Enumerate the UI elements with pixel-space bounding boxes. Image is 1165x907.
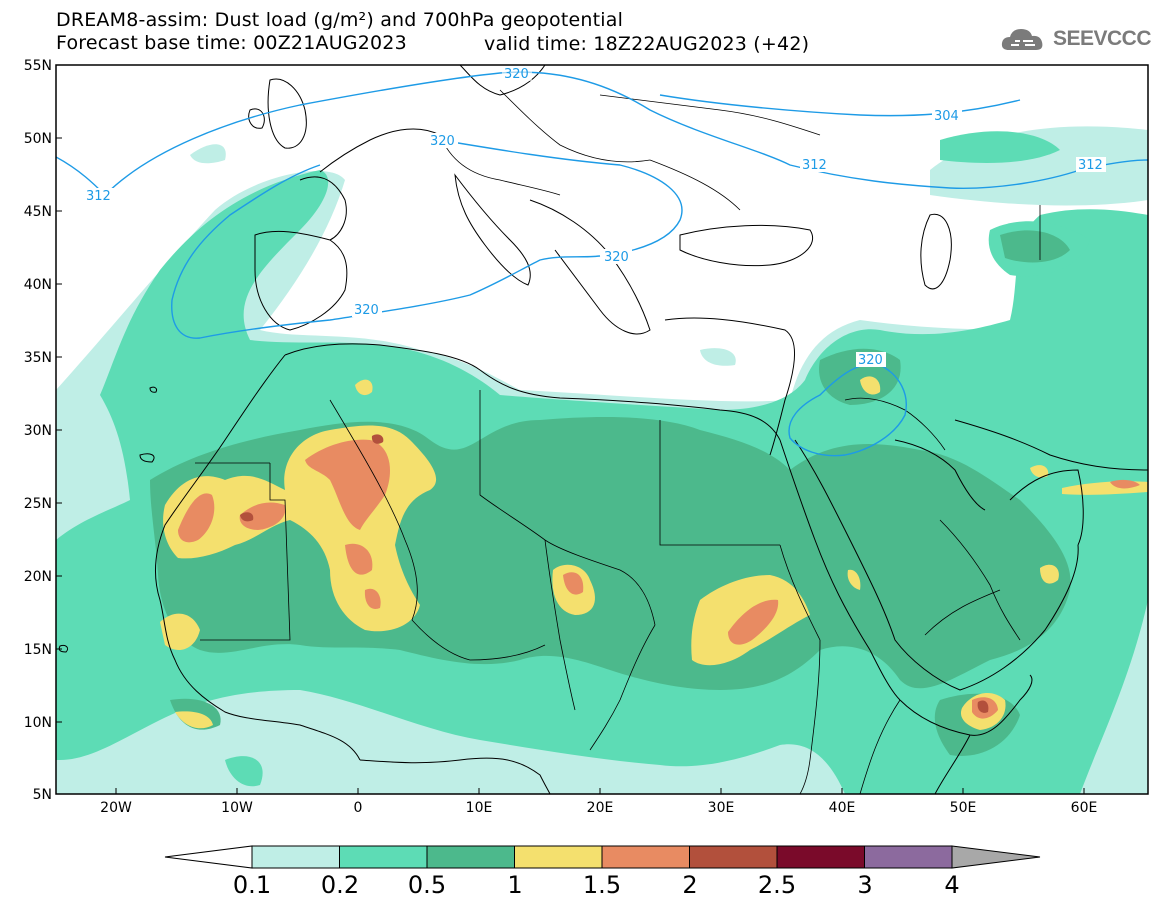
colorbar-high-arrow [951,845,1041,869]
latitude-labels: 55N 50N 45N 40N 35N 30N 25N 20N 15N 10N … [24,58,52,803]
lat-label: 15N [24,642,52,658]
contour-label: 312 [802,158,827,173]
colorbar-label: 1.5 [582,871,622,899]
colorbar-label: 1 [507,871,523,899]
lon-label: 40E [829,800,856,816]
seevccc-logo: SEEVCCC [999,24,1152,54]
coastlines [58,65,1148,794]
contour-label: 320 [858,353,883,368]
lat-label: 25N [24,496,52,512]
geopotential-contours [56,71,1148,457]
cloud-icon [1001,29,1043,50]
contour-label: 320 [504,67,529,82]
contour-label: 312 [86,189,111,204]
lat-label: 5N [33,787,52,803]
colorbar [164,845,1041,869]
lat-label: 45N [24,204,52,220]
lat-label: 50N [24,131,52,147]
colorbar-label: 0.2 [320,871,360,899]
lon-label: 20E [587,800,614,816]
lat-label: 30N [24,423,52,439]
colorbar-label: 4 [944,871,960,899]
dust-level-2 [240,434,989,713]
lon-label: 10W [221,800,253,816]
map-title: DREAM8-assim: Dust load (g/m²) and 700hP… [56,9,624,31]
colorbar-label: 2 [682,871,698,899]
forecast-base-time: Forecast base time: 00Z21AUG2023 [56,32,407,54]
colorbar-swatch [689,845,778,869]
colorbar-swatch [251,845,340,869]
logo-text: SEEVCCC [1052,27,1152,50]
lat-label: 40N [24,277,52,293]
lat-label: 35N [24,350,52,366]
axis-ticks [56,64,1085,794]
contour-label: 320 [604,250,629,265]
contour-label: 320 [354,303,379,318]
lat-label: 10N [24,715,52,731]
colorbar-label: 0.1 [232,871,272,899]
dust-level-1.5 [178,439,1140,719]
lon-label: 20W [100,800,132,816]
lon-label: 60E [1071,800,1098,816]
contour-label: 320 [430,134,455,149]
colorbar-label: 2.5 [757,871,797,899]
colorbar-swatch [514,845,603,869]
colorbar-swatch [864,845,953,869]
colorbar-label: 0.5 [407,871,447,899]
lon-label: 30E [708,800,735,816]
colorbar-swatch [601,845,690,869]
dust-load-field [56,126,1148,794]
colorbar-low-arrow [164,845,253,869]
colorbar-swatch [339,845,428,869]
lat-label: 55N [24,58,52,74]
contour-labels: 312 320 320 320 320 320 304 312 312 [84,66,1106,368]
colorbar-swatch [776,845,865,869]
lat-label: 20N [24,569,52,585]
lon-label: 10E [466,800,493,816]
lon-label: 0 [354,800,363,816]
colorbar-label: 3 [857,871,873,899]
valid-time: valid time: 18Z22AUG2023 (+42) [484,33,810,55]
contour-label: 312 [1078,158,1103,173]
contour-label: 304 [934,109,959,124]
colorbar-swatch [426,845,515,869]
longitude-labels: 20W 10W 0 10E 20E 30E 40E 50E 60E [100,800,1097,816]
lon-label: 50E [950,800,977,816]
